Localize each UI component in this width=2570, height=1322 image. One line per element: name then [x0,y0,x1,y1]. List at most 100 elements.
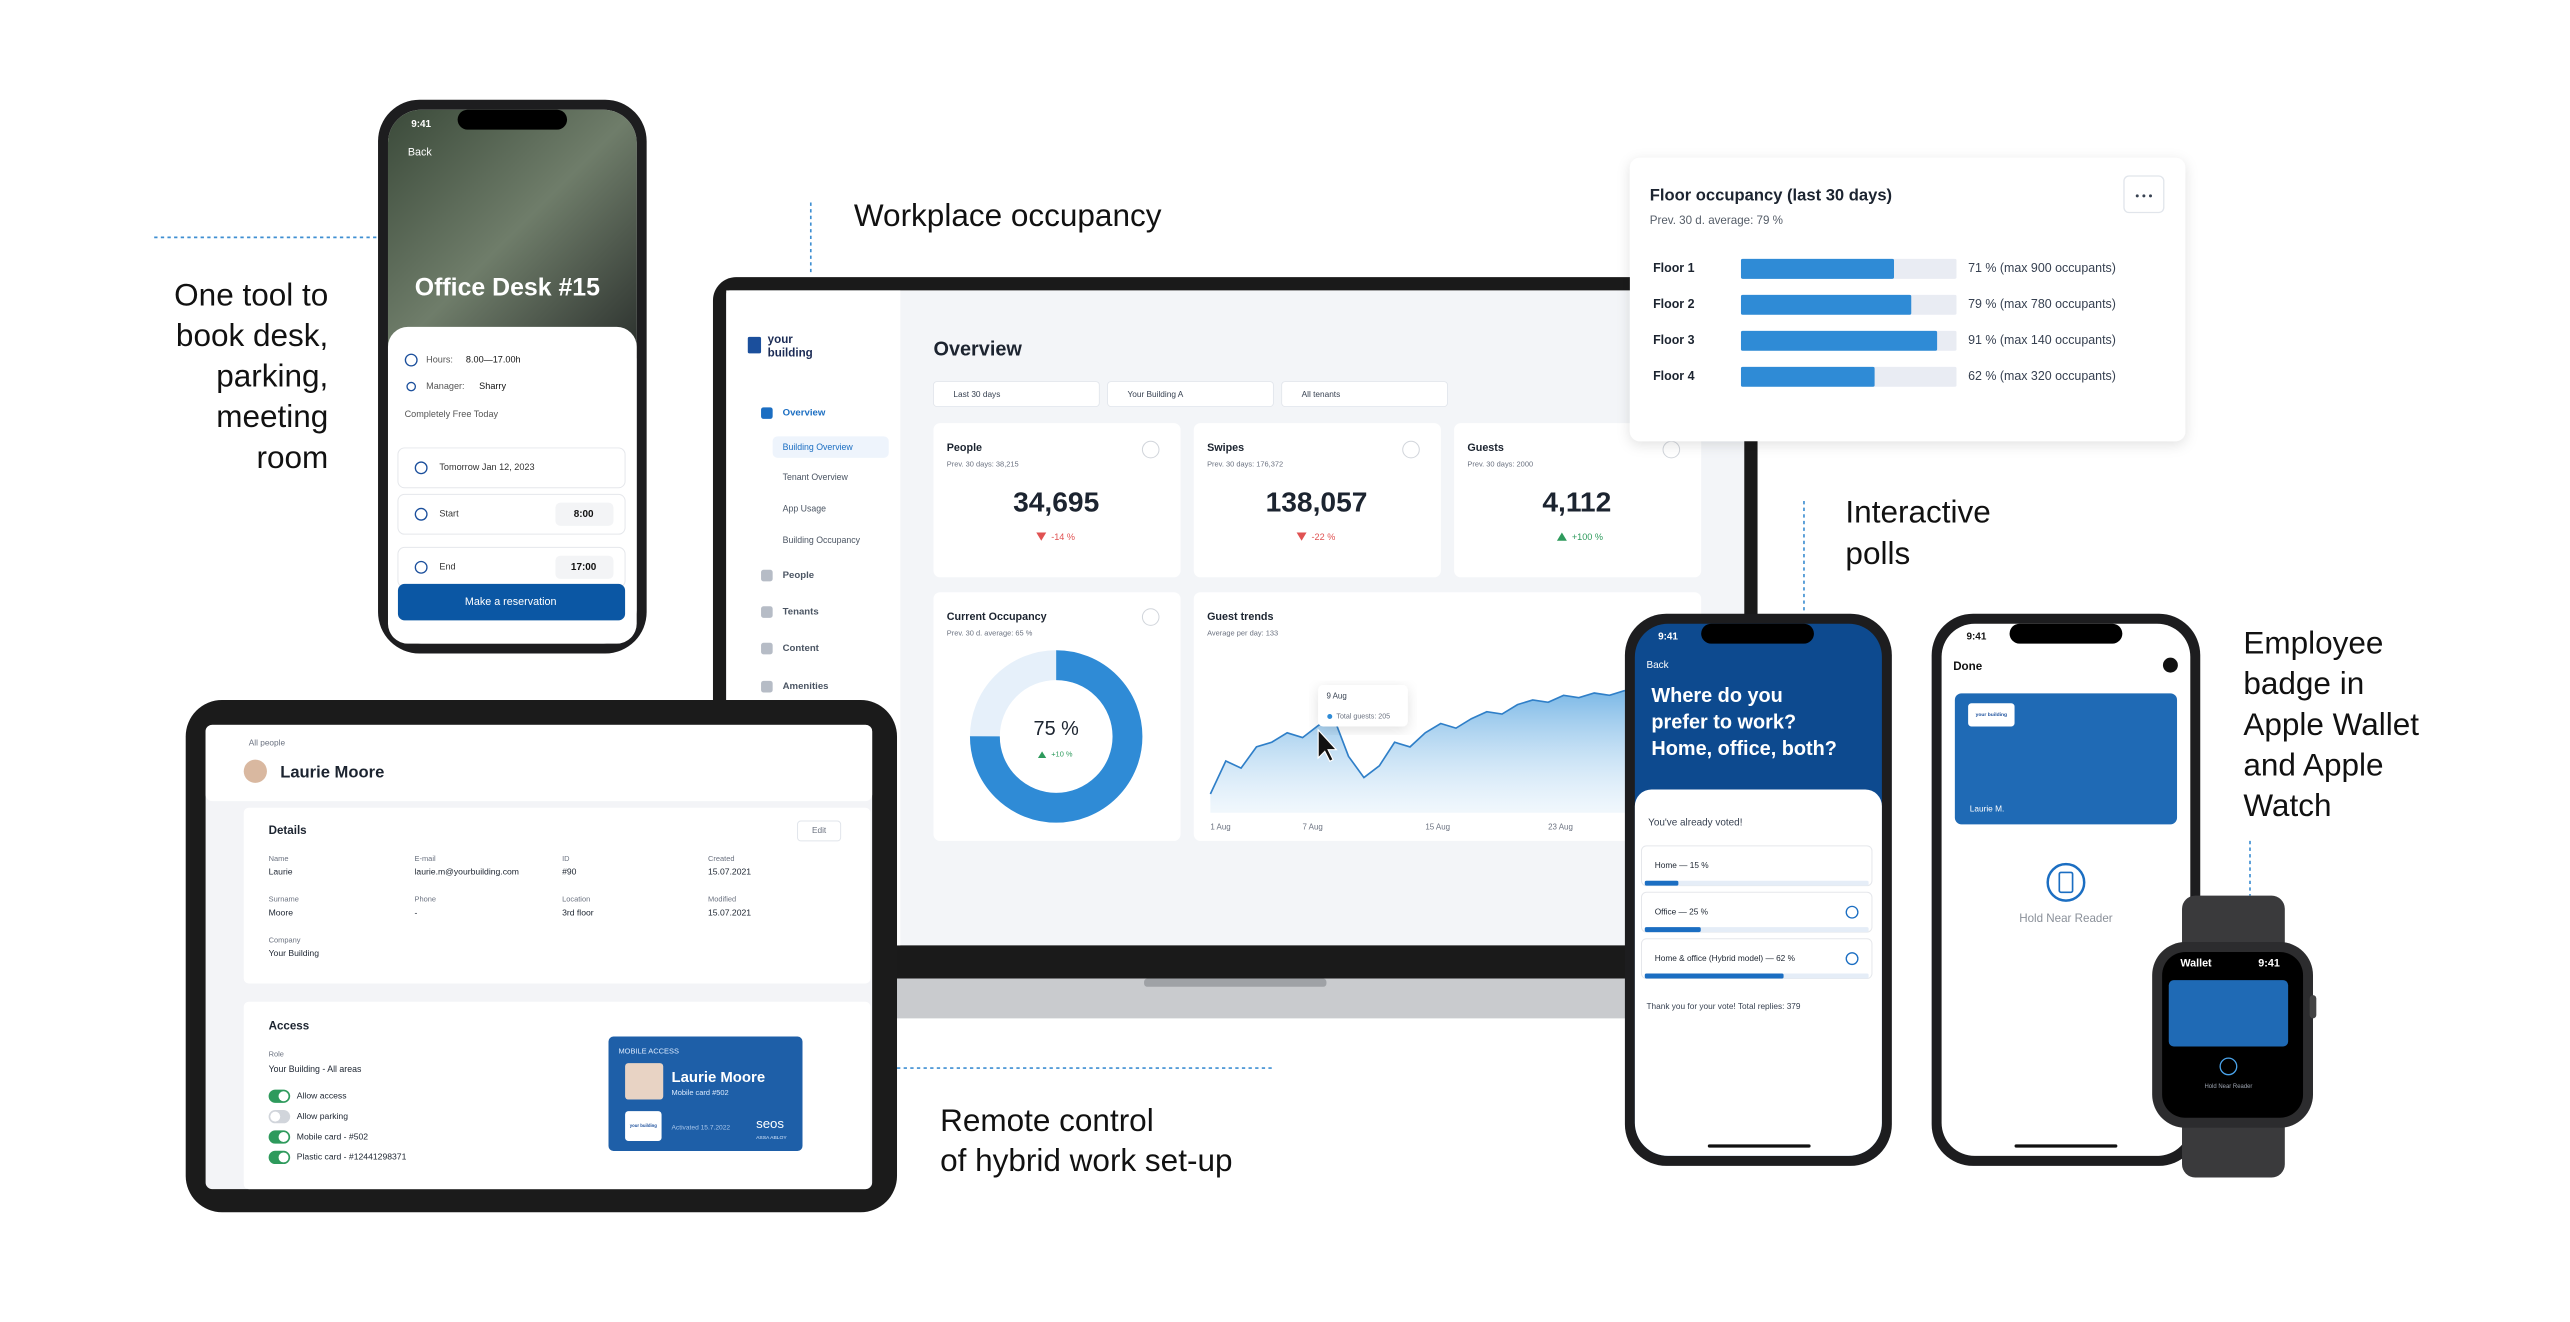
label: Sharry [479,381,506,391]
card-title: Floor occupancy (last 30 days) [1650,185,1892,204]
label: Hours: [426,354,453,364]
wallet-hint: Hold Near Reader [2019,912,2113,925]
toggle-knob [278,1132,289,1143]
field-value: Laurie [269,867,293,877]
nav-icon [761,606,773,618]
x-tick-label: 15 Aug [1425,823,1450,832]
home-indicator [1707,1144,1811,1148]
floor-name: Floor 4 [1653,369,1694,383]
caption: room [257,439,329,475]
bar [1644,880,1679,886]
profile-name: Laurie Moore [280,762,384,781]
x-tick-label: 1 Aug [1210,823,1230,832]
icon [414,507,428,521]
status-time: 9:41 [1658,632,1678,643]
caption: Watch [2243,787,2331,823]
laptop-notch [1144,978,1327,987]
poll-question: prefer to work? [1651,711,1796,733]
nav-item[interactable]: Building Occupancy [783,535,861,545]
bar-track [1644,927,1869,933]
floor-label: 71 % (max 900 occupants) [1968,261,2116,275]
nav-item[interactable]: App Usage [783,504,826,514]
option-label: Home & office (Hybrid model) — 62 % [1655,953,1796,963]
menu-dot [2135,194,2139,198]
time-box [555,502,614,526]
back-link[interactable]: All people [249,737,286,747]
trend-arrow [1296,532,1307,541]
option-label: Home — 15 % [1655,860,1709,870]
nav-item[interactable]: Overview [783,408,826,419]
section-title: Access [269,1020,310,1033]
x-tick-label: 23 Aug [1548,823,1573,832]
label: 8.00—17.00h [466,354,521,364]
nav-item[interactable]: Tenant Overview [783,472,849,482]
badge-name: Laurie Moore [672,1069,766,1086]
field-value: - [415,907,418,917]
status-time: 9:41 [411,119,431,130]
watch-time: 9:41 [2258,957,2280,969]
kpi-change: +100 % [1572,532,1603,542]
bell [1402,440,1420,459]
photo [387,109,637,359]
filter-label: All tenants [1302,389,1341,399]
kpi-prev: Prev. 30 days: 176,372 [1207,459,1283,468]
caption: Remote control [940,1102,1154,1138]
filter-label: Your Building A [1127,389,1183,399]
field-label: Phone [415,895,437,904]
kpi-change: -22 % [1312,532,1336,542]
nav-icon [761,680,773,693]
tooltip-date: 9 Aug [1326,692,1346,701]
done-button[interactable]: Done [1953,660,1983,673]
floor-label: 79 % (max 780 occupants) [1968,297,2116,311]
filter-label: Last 30 days [953,389,1000,399]
nav-item[interactable]: Building Overview [783,442,854,452]
field-value: 3rd floor [562,907,594,917]
back-link[interactable]: Back [1646,660,1668,671]
nfc-glyph [2058,871,2074,894]
nav-item[interactable]: Content [783,643,820,654]
menu-button[interactable] [2123,175,2165,214]
tooltip-text: Total guests: 205 [1336,712,1390,720]
logo: your [768,333,794,346]
label: Start [439,509,459,519]
trend-area [1210,690,1625,813]
caption: and Apple [2243,746,2383,782]
back-link[interactable]: Back [408,147,433,159]
tooltip [1318,685,1408,727]
field-label: Surname [269,895,299,904]
field[interactable] [397,447,626,489]
filter[interactable] [1107,381,1274,407]
kpi-label: Guests [1467,442,1504,454]
toggle-label: Allow access [297,1091,347,1101]
caption: badge in [2243,665,2364,701]
caption: Workplace occupancy [854,197,1162,233]
page-title: Overview [933,338,1022,360]
label: ASSA ABLOY [756,1135,787,1141]
nfc-icon [2219,1057,2238,1076]
nav-item[interactable]: Tenants [783,607,819,618]
badge-logo [625,1111,662,1142]
bar [1740,330,1938,351]
label: End [439,562,455,572]
profile-header [205,724,873,802]
cursor [1317,728,1338,763]
filter[interactable] [933,381,1100,407]
nav-item[interactable]: Amenities [783,681,829,692]
field-label: Created [708,854,735,863]
nav-highlight [772,436,889,458]
nav-item[interactable]: People [783,570,815,581]
filter[interactable] [1281,381,1448,407]
caption: book desk, [176,317,328,353]
reserve-button[interactable] [397,583,626,621]
label: Completely Free Today [405,409,499,419]
edit-button[interactable] [797,820,842,842]
toggle-knob [278,1152,289,1163]
field-value: Your Building [269,948,320,958]
resource-title: Office Desk #15 [415,273,600,301]
caption: Apple Wallet [2243,706,2419,742]
details-card [243,807,871,984]
time-box [555,555,614,579]
bell [1141,608,1160,626]
